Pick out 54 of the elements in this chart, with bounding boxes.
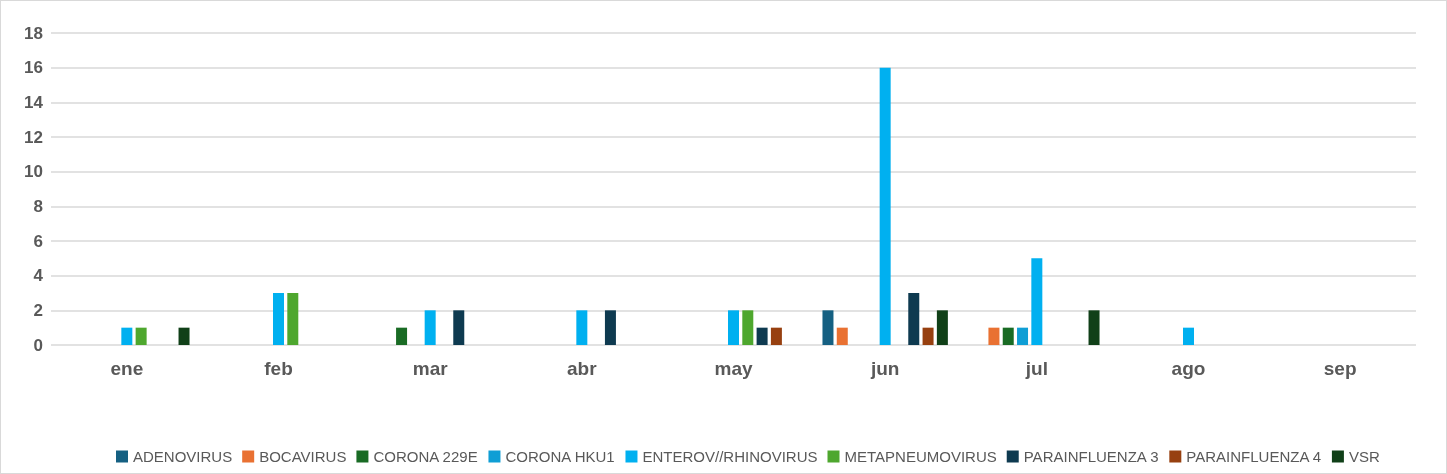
bar bbox=[1002, 327, 1014, 345]
bar bbox=[1183, 327, 1194, 345]
bar bbox=[908, 293, 920, 345]
y-tick-label: 18 bbox=[24, 23, 43, 43]
x-tick-label: may bbox=[714, 358, 753, 379]
y-tick-label: 10 bbox=[24, 162, 43, 182]
bar bbox=[988, 327, 1000, 345]
bar bbox=[728, 310, 739, 345]
y-tick-label: 14 bbox=[24, 92, 44, 112]
bar bbox=[822, 310, 834, 345]
x-tick-label: ago bbox=[1171, 358, 1206, 379]
bar bbox=[770, 327, 782, 345]
x-tick-label: ene bbox=[110, 358, 144, 379]
legend-label: ENTEROV//RHINOVIRUS bbox=[642, 448, 818, 465]
legend-label: VSR bbox=[1348, 448, 1380, 465]
y-tick-label: 12 bbox=[24, 127, 43, 147]
legend-label: METAPNEUMOVIRUS bbox=[844, 448, 997, 465]
bar bbox=[1017, 327, 1029, 345]
y-tick-label: 8 bbox=[33, 196, 43, 216]
x-tick-label: mar bbox=[412, 358, 449, 379]
y-tick-label: 6 bbox=[33, 231, 43, 251]
bar bbox=[424, 310, 436, 345]
bar bbox=[287, 293, 299, 345]
x-tick-label: jun bbox=[869, 358, 900, 379]
x-tick-label: sep bbox=[1323, 358, 1357, 379]
x-tick-label: abr bbox=[567, 358, 598, 379]
x-tick-label: feb bbox=[264, 358, 293, 379]
bar bbox=[742, 310, 754, 345]
bar bbox=[604, 310, 616, 345]
legend-label: PARAINFLUENZA 3 bbox=[1023, 448, 1159, 465]
legend-label: ADENOVIRUS bbox=[133, 448, 233, 465]
y-tick-label: 2 bbox=[33, 300, 43, 320]
bar bbox=[135, 327, 147, 345]
bar bbox=[396, 327, 408, 345]
bar bbox=[576, 310, 588, 345]
legend-label: CORONA HKU1 bbox=[505, 448, 615, 465]
bar bbox=[453, 310, 465, 345]
bar bbox=[836, 327, 848, 345]
x-tick-label: jul bbox=[1024, 358, 1048, 379]
legend-label: PARAINFLUENZA 4 bbox=[1186, 448, 1322, 465]
bar bbox=[879, 67, 891, 345]
legend-label: CORONA 229E bbox=[373, 448, 478, 465]
bar bbox=[178, 327, 190, 345]
bar bbox=[1031, 258, 1043, 345]
y-tick-label: 16 bbox=[24, 58, 43, 78]
bar bbox=[756, 327, 768, 345]
y-tick-label: 0 bbox=[33, 335, 43, 355]
bar bbox=[1088, 310, 1100, 345]
y-tick-label: 4 bbox=[33, 266, 44, 286]
bar bbox=[121, 327, 133, 345]
legend-label: BOCAVIRUS bbox=[259, 448, 347, 465]
bar bbox=[273, 293, 284, 345]
bar bbox=[922, 327, 934, 345]
bar bbox=[936, 310, 948, 345]
